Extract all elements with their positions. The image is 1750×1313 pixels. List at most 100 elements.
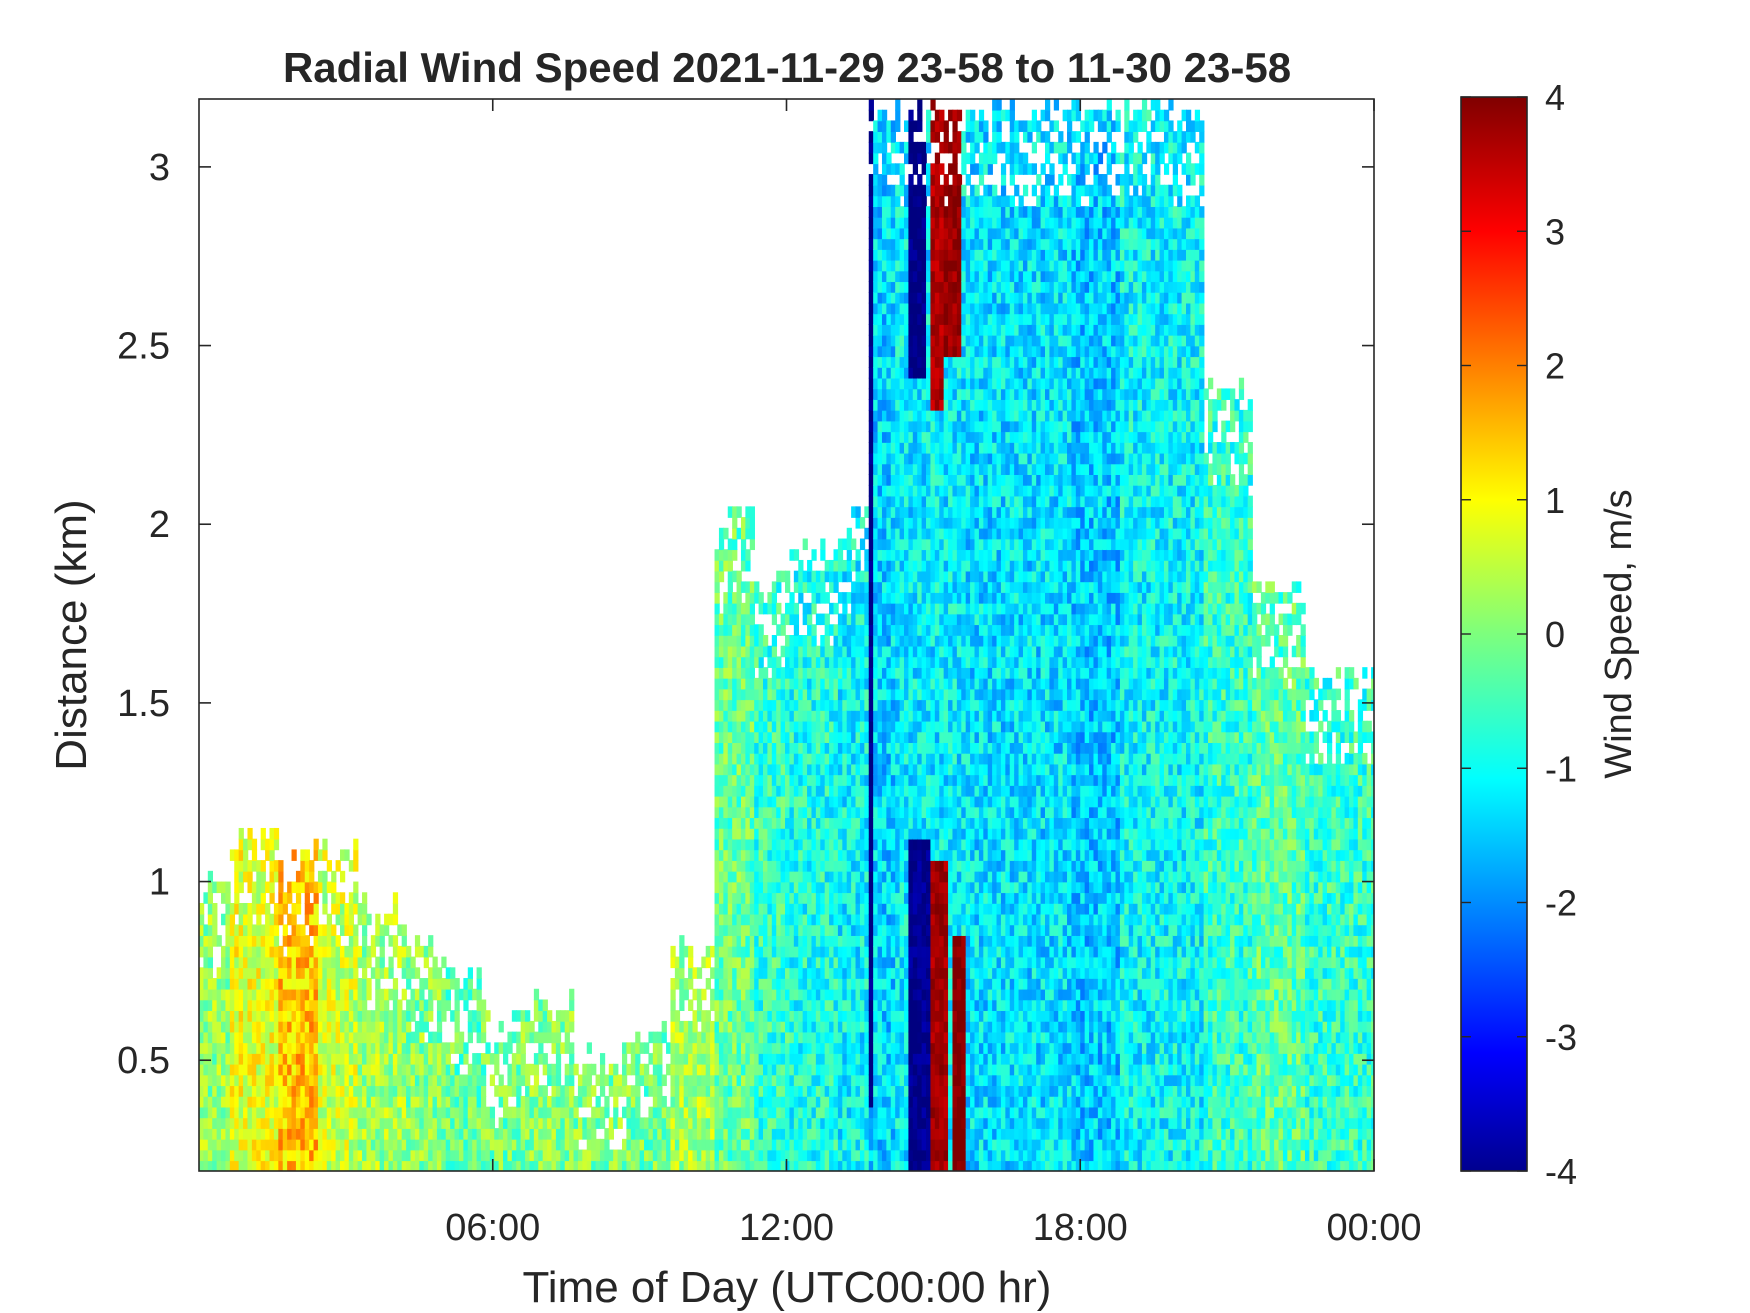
heatmap-cell (895, 99, 901, 111)
heatmap-cell (529, 1160, 535, 1171)
heatmap-cell (745, 517, 751, 529)
heatmap-cell (745, 774, 751, 786)
heatmap-cell (295, 903, 302, 915)
heatmap-cell (304, 1085, 310, 1097)
heatmap-cell (666, 1106, 672, 1119)
heatmap-cell (436, 988, 443, 1001)
heatmap-cell (555, 1085, 562, 1097)
heatmap-cell (295, 1020, 302, 1033)
heatmap-cell (291, 1149, 297, 1162)
heatmap-cell (304, 1160, 310, 1171)
heatmap-cell (335, 945, 341, 958)
heatmap-cell (410, 1031, 416, 1044)
heatmap-cell (304, 1106, 310, 1119)
heatmap-cell (661, 1095, 667, 1108)
heatmap-cell (485, 1128, 491, 1140)
heatmap-cell (463, 999, 469, 1011)
heatmap-cell (322, 870, 328, 883)
heatmap-cell (295, 881, 302, 894)
heatmap-cell (564, 1042, 570, 1054)
heatmap-cell (287, 1160, 293, 1171)
heatmap-cell (732, 785, 738, 797)
heatmap-cell (569, 1106, 575, 1119)
heatmap-cell (410, 1138, 416, 1151)
heatmap-cell (635, 1095, 641, 1108)
heatmap-cell (419, 1053, 425, 1065)
heatmap-cell (507, 1128, 513, 1140)
heatmap-cell (362, 1020, 368, 1033)
heatmap-cell (749, 913, 755, 926)
heatmap-cell (718, 667, 725, 679)
heatmap-cell (379, 945, 385, 958)
heatmap-cell (362, 903, 368, 915)
heatmap-cell (758, 1031, 764, 1044)
heatmap-cell (221, 967, 227, 979)
heatmap-cell (273, 935, 280, 947)
heatmap-cell (688, 1053, 694, 1065)
heatmap-cell (463, 1095, 469, 1108)
heatmap-cell (754, 774, 760, 786)
heatmap-cell (727, 967, 733, 979)
heatmap-cell (309, 1063, 315, 1076)
heatmap-cell (419, 1138, 425, 1151)
heatmap-cell (335, 1042, 341, 1054)
heatmap-cell (749, 988, 755, 1001)
heatmap-cell (489, 1117, 496, 1129)
heatmap-cell (362, 1074, 368, 1087)
heatmap-cell (445, 1149, 451, 1162)
heatmap-cell (419, 1010, 425, 1022)
heatmap-cell (295, 978, 302, 990)
heatmap-cell (234, 1074, 240, 1087)
heatmap-cell (256, 999, 262, 1011)
heatmap-cell (357, 1031, 363, 1044)
heatmap-cell (414, 967, 421, 979)
heatmap-cell (670, 956, 676, 969)
heatmap-cell (225, 1010, 231, 1022)
heatmap-cell (736, 817, 742, 829)
heatmap-cell (740, 860, 747, 872)
heatmap-cell (278, 967, 284, 979)
heatmap-cell (362, 924, 368, 936)
heatmap-cell (745, 1063, 751, 1076)
heatmap-cell (626, 1063, 632, 1076)
heatmap-cell (516, 1138, 522, 1151)
heatmap-cell (419, 1031, 425, 1044)
heatmap-cell (291, 988, 297, 1001)
heatmap-cell (529, 1063, 535, 1076)
heatmap-cell (485, 1149, 491, 1162)
heatmap-cell (423, 1128, 429, 1140)
heatmap-cell (855, 506, 861, 518)
heatmap-cell (317, 978, 324, 990)
heatmap-cell (309, 1053, 315, 1065)
heatmap-cell (476, 1053, 482, 1065)
heatmap-cell (555, 1160, 562, 1171)
heatmap-cell (265, 903, 271, 915)
heatmap-cell (692, 1010, 698, 1022)
heatmap-cell (754, 945, 760, 958)
heatmap-cell (705, 1031, 711, 1044)
heatmap-cell (547, 1095, 553, 1108)
heatmap-cell (344, 1010, 350, 1022)
heatmap-cell (740, 752, 747, 765)
heatmap-cell (485, 1053, 491, 1065)
heatmap-cell (481, 1053, 487, 1065)
heatmap-cell (207, 1106, 214, 1119)
heatmap-cell (295, 1042, 302, 1054)
heatmap-cell (353, 1031, 359, 1044)
heatmap-cell (507, 1117, 513, 1129)
heatmap-cell (749, 1128, 755, 1140)
heatmap-cell (732, 602, 738, 615)
heatmap-cell (353, 860, 359, 872)
heatmap-cell (353, 1020, 359, 1033)
heatmap-cell (749, 903, 755, 915)
heatmap-cell (335, 1095, 341, 1108)
heatmap-cell (313, 1010, 319, 1022)
heatmap-cell (260, 838, 266, 851)
heatmap-cell (754, 870, 760, 883)
heatmap-cell (503, 1117, 509, 1129)
heatmap-cell (273, 1106, 280, 1119)
heatmap-cell (683, 1031, 689, 1044)
heatmap-cell (238, 849, 244, 861)
heatmap-cell (622, 1063, 628, 1076)
heatmap-cell (630, 1095, 637, 1108)
